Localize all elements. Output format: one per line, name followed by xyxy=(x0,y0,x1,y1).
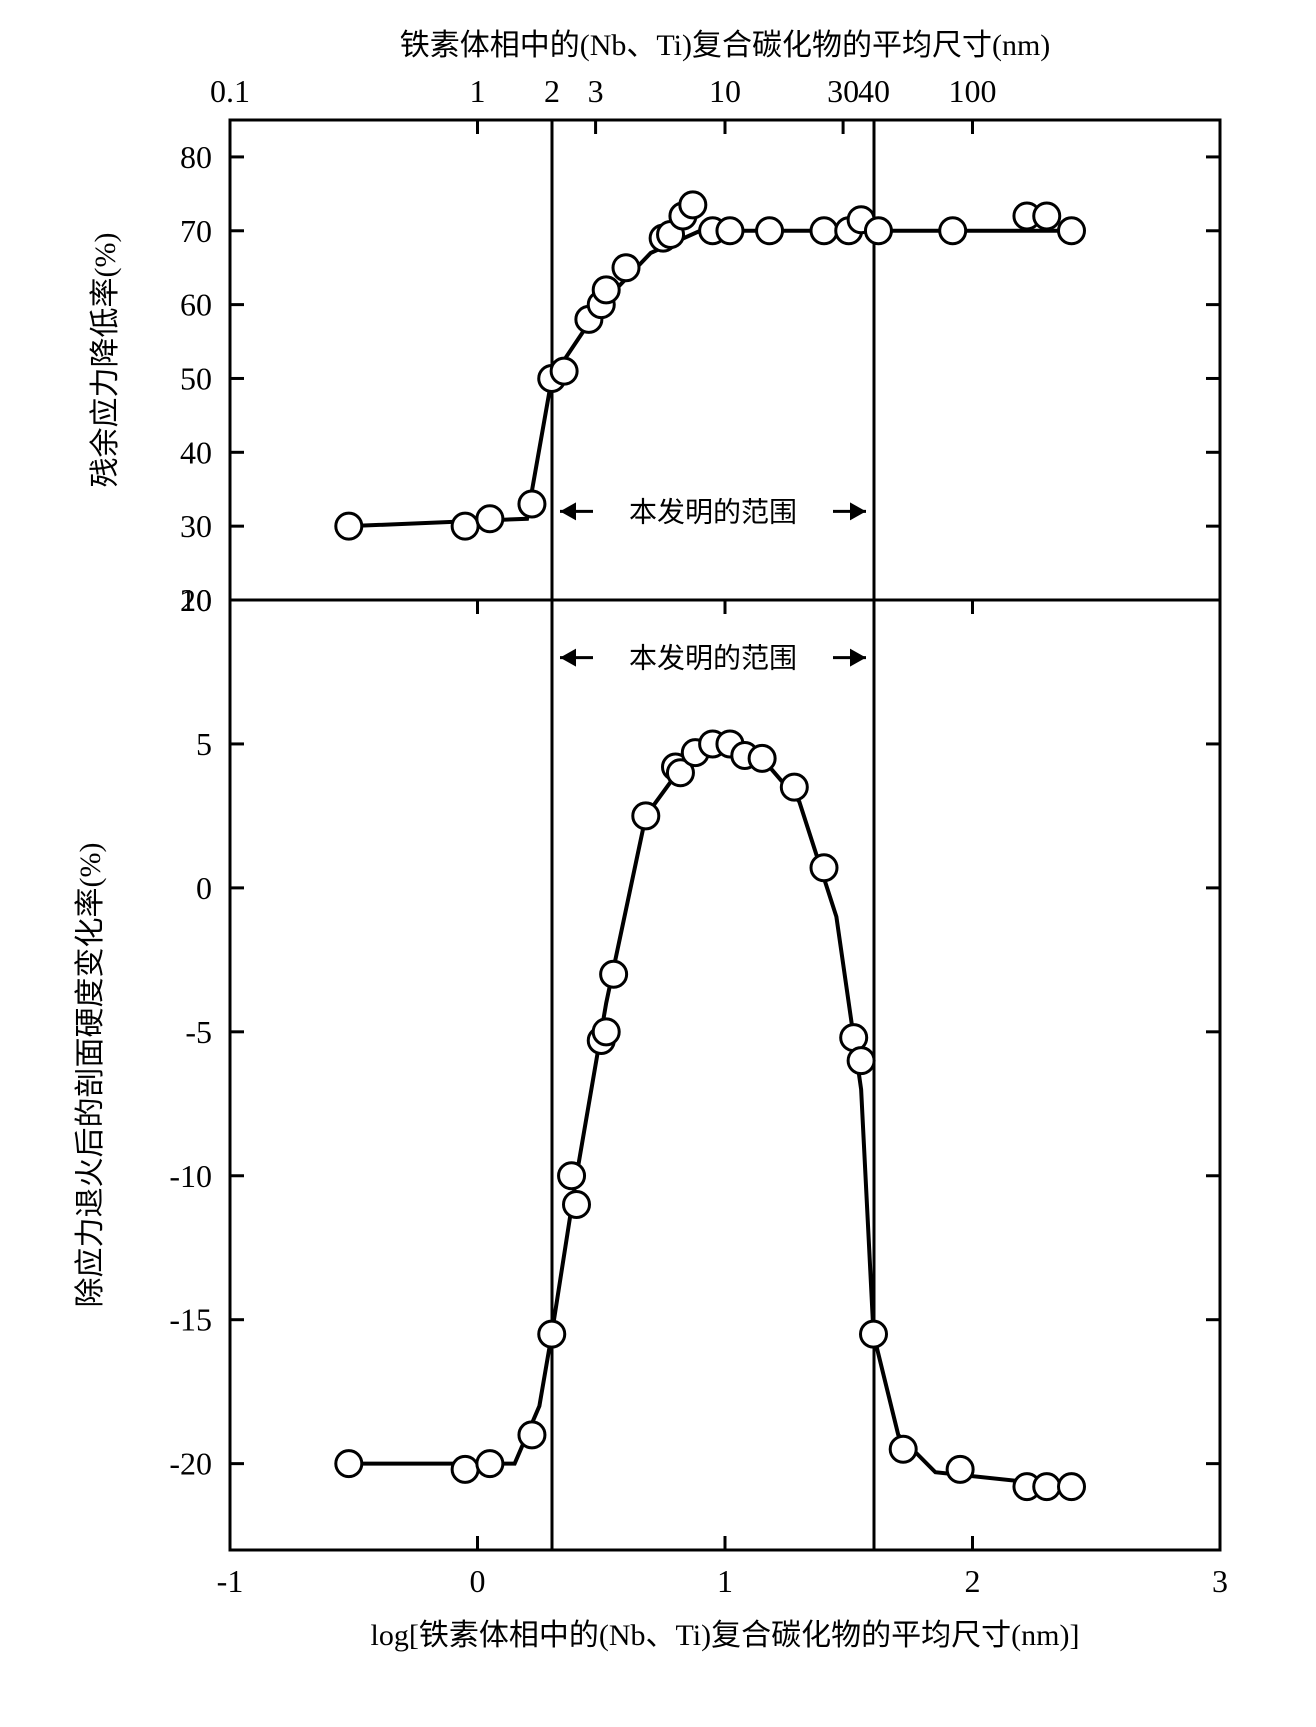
top-data-marker xyxy=(865,218,891,244)
chart-svg: 铁素体相中的(Nb、Ti)复合碳化物的平均尺寸(nm)0.11231030401… xyxy=(20,20,1296,1707)
xtick-label: 1 xyxy=(717,1563,733,1599)
bottom-data-marker xyxy=(811,855,837,881)
xtick-label: 2 xyxy=(965,1563,981,1599)
bottom-data-marker xyxy=(559,1163,585,1189)
ytick-label: -5 xyxy=(185,1014,212,1050)
xtick-label: -1 xyxy=(217,1563,244,1599)
bottom-data-marker xyxy=(1034,1474,1060,1500)
bottom-data-marker xyxy=(861,1321,887,1347)
bottom-series-line xyxy=(349,744,1072,1487)
ytick-label: 5 xyxy=(196,726,212,762)
bottom-data-marker xyxy=(593,1019,619,1045)
ytick-label: -10 xyxy=(169,1158,212,1194)
top-data-marker xyxy=(717,218,743,244)
bottom-data-marker xyxy=(749,745,775,771)
top-tick-label: 10 xyxy=(709,73,741,109)
top-tick-label: 0.1 xyxy=(210,73,250,109)
ytick-label: -15 xyxy=(169,1302,212,1338)
top-ylabel: 残余应力降低率(%) xyxy=(89,233,122,488)
bottom-data-marker xyxy=(633,803,659,829)
bottom-range-label: 本发明的范围 xyxy=(629,643,797,675)
top-tick-label: 1 xyxy=(470,73,486,109)
top-tick-label: 3 xyxy=(588,73,604,109)
top-tick-label: 2 xyxy=(544,73,560,109)
figure: 铁素体相中的(Nb、Ti)复合碳化物的平均尺寸(nm)0.11231030401… xyxy=(20,20,1296,1707)
top-data-marker xyxy=(1034,203,1060,229)
top-tick-label: 100 xyxy=(949,73,997,109)
ytick-label: 10 xyxy=(180,582,212,618)
bottom-data-marker xyxy=(539,1321,565,1347)
xtick-label: 3 xyxy=(1212,1563,1228,1599)
bottom-data-marker xyxy=(564,1192,590,1218)
ytick-label: 60 xyxy=(180,287,212,323)
ytick-label: 80 xyxy=(180,139,212,175)
top-data-marker xyxy=(551,358,577,384)
bottom-data-marker xyxy=(477,1451,503,1477)
ytick-label: 40 xyxy=(180,434,212,470)
bottom-data-marker xyxy=(1059,1474,1085,1500)
bottom-data-marker xyxy=(601,961,627,987)
top-tick-label: 30 xyxy=(827,73,859,109)
top-data-marker xyxy=(593,277,619,303)
top-title: 铁素体相中的(Nb、Ti)复合碳化物的平均尺寸(nm) xyxy=(400,29,1051,62)
top-data-marker xyxy=(680,192,706,218)
ytick-label: 70 xyxy=(180,213,212,249)
top-data-marker xyxy=(757,218,783,244)
top-series-line xyxy=(349,231,1072,526)
top-data-marker xyxy=(811,218,837,244)
top-data-marker xyxy=(613,255,639,281)
bottom-xlabel: log[铁素体相中的(Nb、Ti)复合碳化物的平均尺寸(nm)] xyxy=(371,1619,1080,1652)
bottom-data-marker xyxy=(848,1048,874,1074)
bottom-data-marker xyxy=(890,1436,916,1462)
bottom-data-marker xyxy=(336,1451,362,1477)
ytick-label: -20 xyxy=(169,1446,212,1482)
ytick-label: 0 xyxy=(196,870,212,906)
top-data-marker xyxy=(940,218,966,244)
top-range-label: 本发明的范围 xyxy=(629,496,797,528)
top-data-marker xyxy=(336,513,362,539)
bottom-ylabel: 除应力退火后的剖面硬度变化率(%) xyxy=(74,843,107,1308)
bottom-data-marker xyxy=(519,1422,545,1448)
bottom-data-marker xyxy=(452,1456,478,1482)
top-data-marker xyxy=(452,513,478,539)
ytick-label: 50 xyxy=(180,360,212,396)
top-data-marker xyxy=(519,491,545,517)
top-data-marker xyxy=(1059,218,1085,244)
top-data-marker xyxy=(477,506,503,532)
xtick-label: 0 xyxy=(470,1563,486,1599)
top-tick-label: 40 xyxy=(858,73,890,109)
bottom-data-marker xyxy=(947,1456,973,1482)
ytick-label: 30 xyxy=(180,508,212,544)
bottom-data-marker xyxy=(781,774,807,800)
